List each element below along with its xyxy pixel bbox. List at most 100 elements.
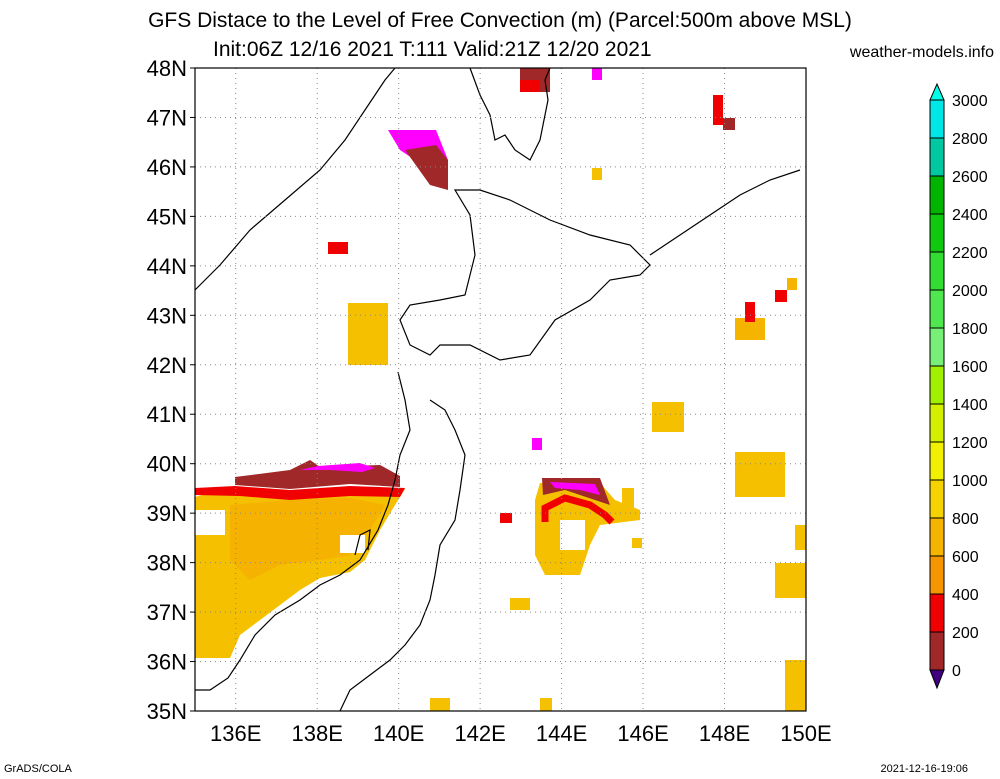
colorbar-label: 1800 [952, 321, 988, 338]
colorbar-bottom-cap [929, 669, 945, 690]
colorbar-segment [929, 213, 945, 253]
colorbar-segment [929, 175, 945, 215]
patch-38-far [795, 525, 806, 550]
sea-of-japan-magenta [300, 463, 375, 472]
colorbar-segment [929, 403, 945, 443]
sakhalin-brown [405, 145, 448, 190]
lat-tick-label: 48N [147, 56, 187, 81]
colorbar-segment [929, 479, 945, 519]
lat-tick-label: 41N [147, 402, 187, 427]
lat-tick-label: 35N [147, 699, 187, 724]
coastlines [194, 67, 801, 712]
patch-north-red [520, 80, 540, 92]
sea-of-japan-red-band [195, 486, 405, 500]
colorbar-label: 0 [952, 663, 961, 680]
gap-inner [340, 535, 365, 553]
lat-tick-label: 42N [147, 353, 187, 378]
lat-tick-label: 45N [147, 204, 187, 229]
coast-honshu-east [339, 399, 466, 712]
patch-ne-brown [723, 118, 735, 130]
colorbar-label: 2600 [952, 169, 988, 186]
coast-asia [194, 67, 396, 291]
sea-of-japan-inner [230, 498, 385, 580]
colorbar-label: 2800 [952, 131, 988, 148]
patch-40-east [735, 452, 785, 497]
chart-title: GFS Distace to the Level of Free Convect… [148, 9, 852, 32]
patch-42n [348, 303, 388, 365]
patch-43-yel [787, 278, 797, 290]
lon-tick-label: 136E [210, 721, 261, 746]
colorbar-label: 1200 [952, 435, 988, 452]
patch-dot-1 [592, 168, 602, 180]
colorbar-segment [929, 327, 945, 367]
gap-west [195, 510, 225, 535]
lat-tick-label: 38N [147, 551, 187, 576]
colorbar-segment [929, 99, 945, 139]
patch-red-44 [328, 242, 348, 254]
colorbar-label: 2400 [952, 207, 988, 224]
lat-tick-label: 39N [147, 501, 187, 526]
patch-43-east [735, 318, 765, 340]
lat-tick-label: 36N [147, 650, 187, 675]
colorbar-segment [929, 251, 945, 291]
colorbar-label: 2000 [952, 283, 988, 300]
coast-sakhalin [469, 67, 551, 161]
patch-ne-red [713, 95, 723, 125]
colorbar-segment [929, 365, 945, 405]
map-frame [194, 67, 807, 712]
lon-tick-label: 146E [617, 721, 668, 746]
patch-35-far [785, 660, 806, 711]
map-plot-area [195, 68, 806, 711]
pacific-gap [560, 520, 585, 550]
lat-tick-label: 43N [147, 303, 187, 328]
colorbar-top-cap [929, 82, 945, 101]
colorbar-label: 800 [952, 511, 979, 528]
colorbar-segment [929, 441, 945, 481]
pacific-red-ring [541, 494, 615, 525]
coast-noto [354, 528, 371, 556]
colorbar-label: 400 [952, 587, 979, 604]
patch-37n [510, 598, 530, 610]
patch-39-e [622, 488, 634, 508]
lat-tick-label: 37N [147, 600, 187, 625]
lon-tick-label: 140E [373, 721, 424, 746]
colorbar-segment [929, 593, 945, 633]
coast-honshu-west [195, 371, 411, 691]
lat-axis-labels: 48N 47N 46N 45N 44N 43N 42N 41N 40N 39N 38N 37N 36N 3… [147, 56, 195, 724]
colorbar-label: 2200 [952, 245, 988, 262]
patch-red-39 [500, 513, 512, 523]
patch-35-a [430, 698, 450, 711]
patch-north-magenta [592, 68, 602, 80]
colorbar-label: 1600 [952, 359, 988, 376]
pacific-magenta [550, 482, 600, 495]
footer-left: GrADS/COLA [4, 763, 72, 775]
lon-tick-label: 150E [780, 721, 831, 746]
colorbar-segment [929, 137, 945, 177]
patch-37-far [775, 563, 806, 598]
coast-hokkaido [399, 189, 651, 361]
lat-tick-label: 47N [147, 105, 187, 130]
colorbar: 3000280026002400220020001800160014001200… [929, 82, 988, 690]
lat-tick-label: 44N [147, 254, 187, 279]
coast-kurils [649, 169, 801, 256]
colorbar-label: 1000 [952, 473, 988, 490]
lon-tick-label: 142E [454, 721, 505, 746]
patch-38-e [632, 538, 642, 548]
footer-right: 2021-12-16-19:06 [880, 763, 968, 775]
lon-tick-label: 148E [699, 721, 750, 746]
colorbar-label: 200 [952, 625, 979, 642]
patch-43-red [745, 302, 755, 322]
lat-tick-label: 46N [147, 155, 187, 180]
lat-tick-label: 40N [147, 452, 187, 477]
colorbar-label: 1400 [952, 397, 988, 414]
lon-tick-label: 138E [292, 721, 343, 746]
colorbar-label: 3000 [952, 93, 988, 110]
colorbar-segment [929, 289, 945, 329]
patch-40-magenta [532, 438, 542, 450]
init-valid-line: Init:06Z 12/16 2021 T:111 Valid:21Z 12/2… [213, 38, 652, 61]
patch-43-red2 [775, 290, 787, 302]
colorbar-segment [929, 631, 945, 671]
colorbar-label: 600 [952, 549, 979, 566]
shaded-regions [195, 68, 806, 711]
